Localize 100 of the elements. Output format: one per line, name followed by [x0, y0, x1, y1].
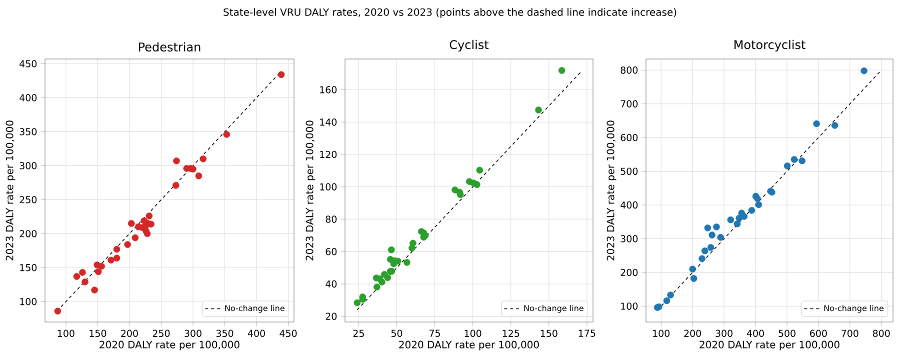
point [132, 234, 139, 242]
x-axis-title: 2020 DALY rate per 100,000 [100, 340, 240, 350]
point [727, 216, 734, 224]
y-tick-label: 500 [620, 168, 638, 175]
point [831, 122, 838, 129]
point [124, 241, 131, 248]
y-tick-label: 300 [620, 235, 638, 242]
point [223, 131, 230, 138]
point [813, 120, 820, 128]
y-tick-label: 120 [320, 150, 337, 158]
y-tick-label: 60 [326, 248, 337, 256]
point [667, 292, 674, 298]
y-tick-label: 160 [320, 86, 337, 94]
y-tick-label: 400 [20, 94, 37, 102]
point [410, 240, 416, 247]
x-tick-label: 250 [152, 330, 170, 337]
point [704, 224, 712, 232]
legend-label: No-change line [524, 304, 584, 313]
y-tick-label: 350 [20, 128, 37, 136]
chart-title: Pedestrian [138, 42, 200, 52]
x-tick-label: 300 [716, 330, 732, 337]
x-tick-label: 450 [280, 330, 297, 337]
x-tick-label: 600 [810, 330, 827, 337]
point [717, 234, 724, 241]
x-tick-label: 800 [872, 330, 890, 337]
y-axis-title: 2023 DALY rate per 100,000 [6, 120, 16, 260]
x-tick-label: 500 [778, 330, 796, 337]
y-tick-label: 20 [326, 312, 337, 320]
y-tick-label: 100 [621, 302, 638, 310]
point [200, 155, 207, 162]
y-tick-label: 600 [620, 134, 638, 142]
y-tick-label: 800 [620, 66, 638, 74]
point [755, 201, 762, 208]
x-tick-label: 100 [58, 330, 74, 337]
point [790, 156, 798, 163]
point [558, 67, 566, 74]
point [388, 246, 395, 254]
point [82, 278, 88, 286]
point [689, 266, 696, 272]
point [378, 278, 386, 286]
point [190, 166, 196, 172]
legend-label: No-change line [225, 304, 284, 313]
point [798, 157, 806, 164]
point [740, 213, 748, 220]
y-axis-title: 2023 DALY rate per 100,000 [606, 120, 616, 260]
x-tick-label: 150 [540, 330, 558, 337]
y-tick-label: 200 [620, 268, 638, 276]
y-tick-label: 80 [326, 216, 337, 223]
y-tick-label: 40 [326, 280, 337, 288]
x-tick-label: 200 [121, 330, 138, 337]
point [404, 259, 410, 266]
point [734, 220, 741, 228]
point [128, 220, 135, 227]
point [113, 254, 120, 262]
x-tick-label: 300 [184, 330, 202, 337]
x-tick-label: 175 [578, 330, 596, 337]
x-tick-label: 400 [746, 330, 764, 337]
x-tick-label: 350 [216, 330, 234, 337]
legend-label: No-change line [824, 304, 884, 313]
y-tick-label: 250 [20, 196, 37, 204]
text: State-level VRU DALY rates, 2020 vs 2023 (points above the dashed line indicate increase) [224, 8, 676, 18]
x-tick-label: 75 [430, 330, 440, 337]
point [98, 262, 105, 270]
point [860, 67, 868, 74]
point [707, 244, 714, 251]
point [713, 224, 720, 230]
x-tick-label: 100 [653, 330, 670, 337]
point [195, 172, 202, 180]
point [374, 284, 380, 290]
y-tick-label: 700 [620, 100, 638, 108]
y-tick-label: 300 [20, 162, 37, 170]
point [701, 247, 708, 254]
x-tick-label: 50 [391, 330, 402, 337]
x-axis-title: 2020 DALY rate per 100,000 [700, 340, 840, 350]
x-tick-label: 700 [842, 330, 858, 337]
point [113, 246, 120, 253]
point [354, 299, 361, 306]
x-axis-title: 2020 DALY rate per 100,000 [399, 340, 539, 350]
y-tick-label: 100 [320, 183, 337, 190]
y-tick-label: 450 [20, 60, 37, 68]
x-tick-label: 125 [502, 330, 520, 337]
point [474, 181, 480, 188]
point [698, 255, 706, 262]
point [784, 162, 791, 170]
point [73, 273, 80, 280]
chart-title: Motorcyclist [734, 40, 806, 52]
y-tick-label: 400 [620, 201, 638, 209]
x-tick-label: 100 [464, 330, 482, 337]
y-axis-title: 2023 DALY rate per 100,000 [306, 120, 316, 260]
point [708, 232, 716, 238]
point [173, 158, 180, 164]
point [278, 71, 285, 78]
chart-title: Cyclist [450, 40, 489, 52]
point [476, 166, 484, 174]
y-tick-label: 150 [20, 264, 37, 272]
point [54, 308, 62, 315]
x-tick-label: 400 [248, 330, 265, 337]
point [79, 268, 86, 276]
point [456, 191, 464, 198]
point [690, 275, 698, 282]
